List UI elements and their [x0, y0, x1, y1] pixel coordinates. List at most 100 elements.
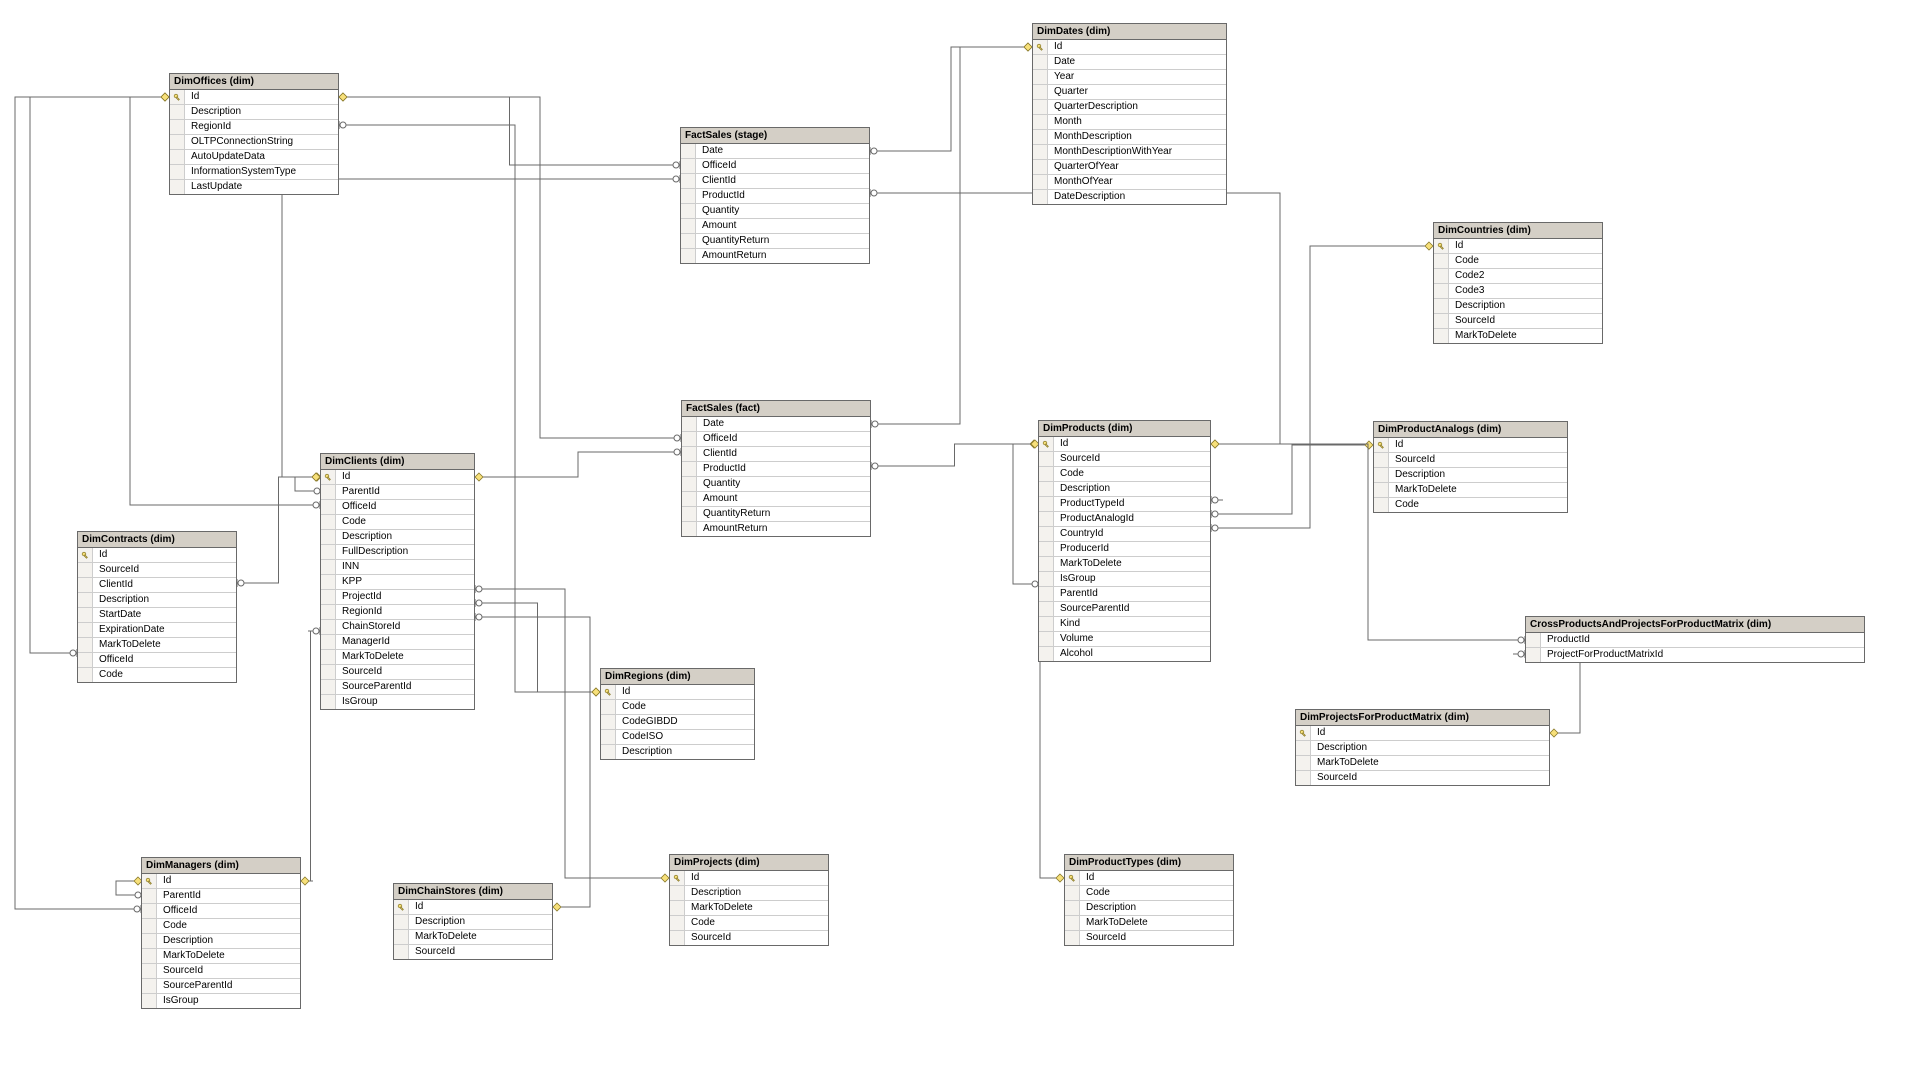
table-header[interactable]: DimClients (dim): [321, 454, 474, 470]
table-row[interactable]: Id: [170, 90, 338, 105]
table-row[interactable]: Code: [1065, 886, 1233, 901]
table-row[interactable]: Code2: [1434, 269, 1602, 284]
table-row[interactable]: OfficeId: [321, 500, 474, 515]
table-header[interactable]: DimProductAnalogs (dim): [1374, 422, 1567, 438]
table-row[interactable]: Description: [1374, 468, 1567, 483]
table-row[interactable]: Description: [670, 886, 828, 901]
table-row[interactable]: Code: [78, 668, 236, 682]
table-row[interactable]: Id: [601, 685, 754, 700]
table-row[interactable]: CountryId: [1039, 527, 1210, 542]
table-DimChainStores[interactable]: DimChainStores (dim) IdDescriptionMarkTo…: [393, 883, 553, 960]
table-row[interactable]: OfficeId: [682, 432, 870, 447]
table-row[interactable]: Id: [321, 470, 474, 485]
table-row[interactable]: Quantity: [681, 204, 869, 219]
table-row[interactable]: AmountReturn: [681, 249, 869, 263]
table-row[interactable]: Id: [1033, 40, 1226, 55]
table-row[interactable]: ChainStoreId: [321, 620, 474, 635]
table-DimDates[interactable]: DimDates (dim) IdDateYearQuarterQuarterD…: [1032, 23, 1227, 205]
table-row[interactable]: Description: [1434, 299, 1602, 314]
table-row[interactable]: ParentId: [1039, 587, 1210, 602]
table-row[interactable]: Id: [394, 900, 552, 915]
table-DimProducts[interactable]: DimProducts (dim) IdSourceIdCodeDescript…: [1038, 420, 1211, 662]
table-row[interactable]: FullDescription: [321, 545, 474, 560]
table-row[interactable]: QuantityReturn: [682, 507, 870, 522]
table-row[interactable]: Description: [1296, 741, 1549, 756]
table-row[interactable]: DateDescription: [1033, 190, 1226, 204]
table-DimContracts[interactable]: DimContracts (dim) IdSourceIdClientIdDes…: [77, 531, 237, 683]
table-DimCountries[interactable]: DimCountries (dim) IdCodeCode2Code3Descr…: [1433, 222, 1603, 344]
table-row[interactable]: MonthDescriptionWithYear: [1033, 145, 1226, 160]
table-row[interactable]: Code: [321, 515, 474, 530]
table-DimManagers[interactable]: DimManagers (dim) IdParentIdOfficeIdCode…: [141, 857, 301, 1009]
table-row[interactable]: SourceParentId: [321, 680, 474, 695]
table-header[interactable]: FactSales (stage): [681, 128, 869, 144]
table-DimProductTypes[interactable]: DimProductTypes (dim) IdCodeDescriptionM…: [1064, 854, 1234, 946]
table-row[interactable]: MarkToDelete: [1039, 557, 1210, 572]
table-header[interactable]: CrossProductsAndProjectsForProductMatrix…: [1526, 617, 1864, 633]
table-row[interactable]: ProductId: [1526, 633, 1864, 648]
table-row[interactable]: CodeGIBDD: [601, 715, 754, 730]
table-row[interactable]: Date: [682, 417, 870, 432]
table-row[interactable]: MarkToDelete: [1296, 756, 1549, 771]
table-row[interactable]: Id: [1434, 239, 1602, 254]
table-header[interactable]: DimProjectsForProductMatrix (dim): [1296, 710, 1549, 726]
table-header[interactable]: DimProducts (dim): [1039, 421, 1210, 437]
table-header[interactable]: DimProductTypes (dim): [1065, 855, 1233, 871]
table-row[interactable]: ClientId: [78, 578, 236, 593]
table-row[interactable]: SourceParentId: [1039, 602, 1210, 617]
table-header[interactable]: DimRegions (dim): [601, 669, 754, 685]
table-DimProjectsForProductMatrix[interactable]: DimProjectsForProductMatrix (dim) IdDesc…: [1295, 709, 1550, 786]
table-row[interactable]: Description: [170, 105, 338, 120]
table-DimRegions[interactable]: DimRegions (dim) IdCodeCodeGIBDDCodeISOD…: [600, 668, 755, 760]
table-row[interactable]: Description: [601, 745, 754, 759]
table-row[interactable]: Id: [78, 548, 236, 563]
table-row[interactable]: Id: [1296, 726, 1549, 741]
table-row[interactable]: MarkToDelete: [1434, 329, 1602, 343]
table-row[interactable]: AmountReturn: [682, 522, 870, 536]
table-row[interactable]: MarkToDelete: [670, 901, 828, 916]
table-row[interactable]: MarkToDelete: [142, 949, 300, 964]
table-row[interactable]: SourceId: [1434, 314, 1602, 329]
table-row[interactable]: MarkToDelete: [78, 638, 236, 653]
table-row[interactable]: ClientId: [682, 447, 870, 462]
table-row[interactable]: IsGroup: [1039, 572, 1210, 587]
table-row[interactable]: QuarterOfYear: [1033, 160, 1226, 175]
table-row[interactable]: AutoUpdateData: [170, 150, 338, 165]
table-row[interactable]: SourceId: [321, 665, 474, 680]
table-header[interactable]: DimChainStores (dim): [394, 884, 552, 900]
table-row[interactable]: ProjectId: [321, 590, 474, 605]
table-row[interactable]: SourceId: [1039, 452, 1210, 467]
table-row[interactable]: Description: [1039, 482, 1210, 497]
table-header[interactable]: FactSales (fact): [682, 401, 870, 417]
table-row[interactable]: Code: [142, 919, 300, 934]
table-header[interactable]: DimOffices (dim): [170, 74, 338, 90]
table-row[interactable]: ProductId: [681, 189, 869, 204]
table-row[interactable]: SourceId: [1374, 453, 1567, 468]
table-row[interactable]: SourceId: [394, 945, 552, 959]
table-FactSalesStage[interactable]: FactSales (stage)DateOfficeIdClientIdPro…: [680, 127, 870, 264]
table-row[interactable]: LastUpdate: [170, 180, 338, 194]
table-row[interactable]: Date: [1033, 55, 1226, 70]
table-row[interactable]: Description: [1065, 901, 1233, 916]
table-row[interactable]: IsGroup: [321, 695, 474, 709]
table-row[interactable]: SourceParentId: [142, 979, 300, 994]
table-row[interactable]: OLTPConnectionString: [170, 135, 338, 150]
table-row[interactable]: SourceId: [1296, 771, 1549, 785]
table-row[interactable]: IsGroup: [142, 994, 300, 1008]
table-row[interactable]: Quantity: [682, 477, 870, 492]
table-row[interactable]: Description: [394, 915, 552, 930]
table-row[interactable]: ProductAnalogId: [1039, 512, 1210, 527]
table-row[interactable]: ProductId: [682, 462, 870, 477]
table-row[interactable]: Description: [78, 593, 236, 608]
table-row[interactable]: CodeISO: [601, 730, 754, 745]
table-row[interactable]: ParentId: [142, 889, 300, 904]
table-row[interactable]: INN: [321, 560, 474, 575]
table-row[interactable]: OfficeId: [78, 653, 236, 668]
table-row[interactable]: ExpirationDate: [78, 623, 236, 638]
table-row[interactable]: Code: [1039, 467, 1210, 482]
table-row[interactable]: ParentId: [321, 485, 474, 500]
table-row[interactable]: Id: [1065, 871, 1233, 886]
table-header[interactable]: DimProjects (dim): [670, 855, 828, 871]
table-row[interactable]: MarkToDelete: [394, 930, 552, 945]
table-row[interactable]: QuantityReturn: [681, 234, 869, 249]
